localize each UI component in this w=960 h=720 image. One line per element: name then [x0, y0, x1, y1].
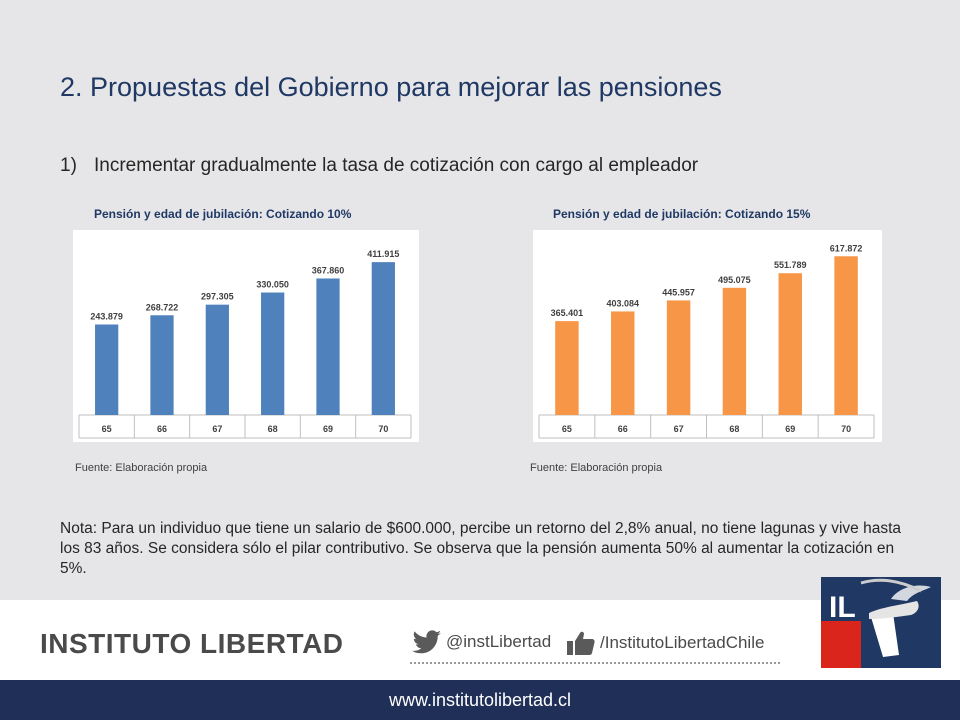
chart-right: 365.401 65 403.084 66 445.957 67 495.075 68 551.…	[533, 230, 882, 442]
proposal-point: 1) Incrementar gradualmente la tasa de co…	[60, 155, 920, 177]
bar-age-65	[555, 321, 579, 415]
chart-left-svg: 243.879 65 268.722 66 297.305 67 330.050 68 367.…	[78, 249, 412, 439]
bar-age-70	[371, 262, 395, 415]
data-label: 411.915	[367, 249, 399, 259]
chart-title-right: Pensión y edad de jubilación: Cotizando …	[553, 207, 811, 221]
footer-band	[0, 600, 960, 680]
x-tick-label: 68	[268, 424, 278, 434]
bar-age-68	[261, 292, 285, 415]
point-number: 1)	[60, 155, 77, 176]
x-tick-label: 70	[841, 424, 851, 434]
bar-age-65	[95, 324, 119, 415]
data-label: 617.872	[830, 243, 863, 253]
social-links: @instLibertad /InstitutoLibertadChile	[410, 628, 780, 664]
point-text: Incrementar gradualmente la tasa de coti…	[94, 155, 699, 176]
data-label: 445.957	[662, 287, 695, 297]
x-tick-label: 66	[157, 424, 167, 434]
data-label: 495.075	[718, 275, 751, 285]
x-tick-label: 66	[618, 424, 628, 434]
data-label: 330.050	[256, 280, 289, 290]
facebook-like-icon	[567, 631, 595, 655]
chart-title-left: Pensión y edad de jubilación: Cotizando …	[94, 207, 352, 221]
brand-name: INSTITUTO LIBERTAD	[40, 628, 344, 659]
bottom-bar: www.institutolibertad.cl	[0, 680, 960, 720]
footnote: Nota: Para un individuo que tiene un sal…	[60, 520, 902, 577]
bar-age-67	[666, 300, 691, 415]
facebook-link[interactable]: /InstitutoLibertadChile	[566, 630, 764, 656]
x-tick-label: 67	[212, 424, 222, 434]
chart-source-left: Fuente: Elaboración propia	[75, 462, 208, 474]
chart-right-svg: 365.401 65 403.084 66 445.957 67 495.075 68 551.…	[538, 243, 875, 439]
slide-title: 2. Propuestas del Gobierno para mejorar …	[60, 72, 722, 102]
facebook-page: /InstitutoLibertadChile	[600, 633, 765, 652]
bar-age-70	[834, 256, 858, 415]
x-tick-label: 69	[785, 424, 795, 434]
twitter-handle: @instLibertad	[446, 632, 552, 651]
chart-left: 243.879 65 268.722 66 297.305 67 330.050 68 367.…	[73, 230, 419, 442]
x-tick-label: 67	[674, 424, 684, 434]
bar-age-67	[205, 304, 229, 415]
data-label: 367.860	[312, 265, 345, 275]
x-tick-label: 69	[323, 424, 333, 434]
x-tick-label: 65	[102, 424, 112, 434]
data-label: 551.789	[774, 260, 807, 270]
x-tick-label: 65	[562, 424, 572, 434]
x-tick-label: 68	[729, 424, 739, 434]
twitter-link[interactable]: @instLibertad	[412, 630, 551, 654]
bar-age-69	[778, 273, 802, 415]
torch-icon	[860, 578, 931, 657]
x-tick-label: 70	[378, 424, 388, 434]
bar-age-69	[316, 278, 340, 415]
data-label: 403.084	[606, 298, 639, 308]
institute-logo: IL	[821, 577, 941, 668]
data-label: 297.305	[201, 292, 234, 302]
bar-age-68	[722, 287, 747, 415]
twitter-bird-icon	[412, 630, 441, 654]
bar-age-66	[150, 315, 174, 415]
bar-age-66	[611, 311, 635, 415]
data-label: 365.401	[551, 308, 584, 318]
chart-source-right: Fuente: Elaboración propia	[530, 462, 663, 474]
logo-text: IL	[829, 591, 856, 624]
data-label: 243.879	[90, 311, 123, 321]
website-url[interactable]: www.institutolibertad.cl	[388, 690, 572, 710]
data-label: 268.722	[146, 302, 179, 312]
